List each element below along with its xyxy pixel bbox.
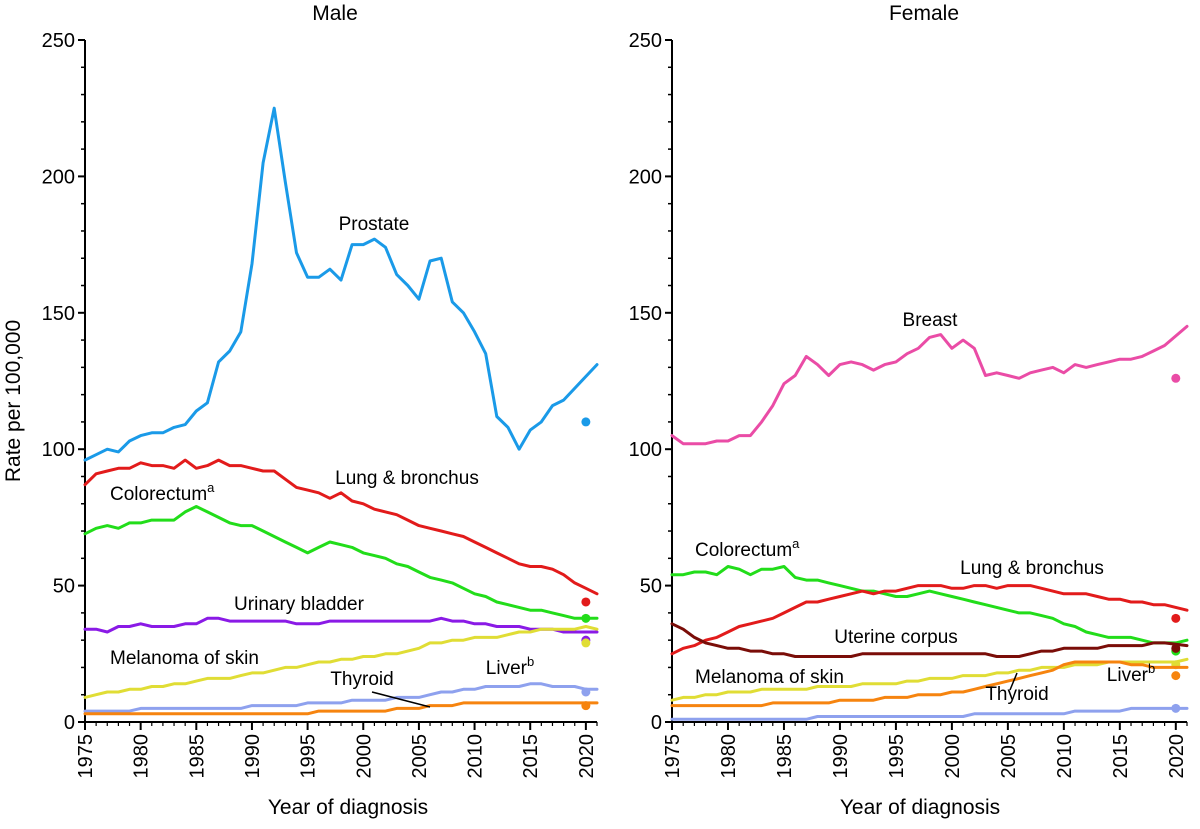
- y-tick-label: 250: [42, 30, 75, 52]
- leader-line-thyroid: [371, 691, 431, 708]
- x-tick-label: 1975: [662, 734, 684, 779]
- series-label-urinary-bladder: Urinary bladder: [234, 594, 365, 615]
- point-2020-thyroid: [581, 701, 591, 711]
- series-label-prostate: Prostate: [339, 214, 410, 235]
- chart-panel-male: Male 0 50 100 150 200 250 1975 1980 1985 1990 1995 2…: [2, 2, 599, 819]
- series-label-lung-bronchus: Lung & bronchus: [335, 468, 479, 489]
- series-line-liver: [83, 682, 599, 713]
- panel-title: Male: [312, 2, 358, 25]
- x-axis-label: Year of diagnosis: [268, 796, 428, 819]
- point-2020-melanoma-of-skin: [581, 638, 591, 648]
- series-label-thyroid: Thyroid: [330, 669, 393, 690]
- point-2020-thyroid: [1171, 671, 1181, 681]
- x-tick-label: 2015: [1110, 734, 1132, 779]
- panel-title: Female: [889, 2, 959, 25]
- point-2020-liver: [581, 687, 591, 697]
- x-tick-label: 2005: [409, 734, 431, 779]
- x-tick-label: 2000: [942, 734, 964, 779]
- x-tick-label: 1985: [186, 734, 208, 779]
- x-tick-label: 2000: [353, 734, 375, 779]
- series-label-liver: Liverb: [1107, 661, 1155, 686]
- y-axis-label: Rate per 100,000: [2, 320, 25, 482]
- series-line-melanoma-of-skin: [670, 657, 1189, 702]
- series-label-uterine-corpus: Uterine corpus: [834, 627, 958, 648]
- x-tick-label: 1975: [75, 734, 97, 779]
- x-tick-label: 1990: [830, 734, 852, 779]
- x-tick-label: 2015: [520, 734, 542, 779]
- series-line-urinary-bladder: [83, 616, 599, 634]
- x-tick-label: 1995: [298, 734, 320, 779]
- y-tick-label: 50: [53, 576, 75, 598]
- series-line-colorectum: [670, 565, 1189, 645]
- series-label-superscript: a: [792, 536, 800, 551]
- series-label-liver: Liverb: [486, 654, 534, 679]
- series-label-lung-bronchus: Lung & bronchus: [960, 558, 1104, 579]
- y-tick-label: 50: [640, 576, 662, 598]
- x-tick-label: 1990: [242, 734, 264, 779]
- series-label-breast: Breast: [903, 310, 959, 331]
- x-axis-label: Year of diagnosis: [840, 796, 1000, 819]
- y-tick-label: 150: [629, 303, 662, 325]
- y-tick-label: 150: [42, 303, 75, 325]
- y-tick-label: 200: [629, 166, 662, 188]
- x-tick-label: 2010: [465, 734, 487, 779]
- series-label-superscript: a: [207, 480, 215, 495]
- point-2020-colorectum: [581, 613, 591, 623]
- series-line-colorectum: [83, 505, 599, 620]
- series-line-lung-bronchus: [83, 458, 599, 596]
- y-tick-label: 200: [42, 166, 75, 188]
- point-2020-lung-bronchus: [1171, 613, 1181, 623]
- x-tick-label: 2020: [1166, 734, 1188, 779]
- point-2020-liver: [1171, 703, 1181, 713]
- x-tick-label: 2020: [576, 734, 598, 779]
- y-tick-label: 100: [42, 439, 75, 461]
- chart-panel-female: Female 0 50 100 150 200 250 1975 1980 1985 1990 199…: [629, 2, 1189, 819]
- leader-line-thyroid: [1009, 672, 1018, 691]
- x-tick-label: 1980: [718, 734, 740, 779]
- point-2020-breast: [1171, 373, 1181, 383]
- y-tick-label: 0: [651, 712, 662, 734]
- series-line-prostate: [83, 106, 599, 462]
- y-tick-label: 250: [629, 30, 662, 52]
- point-2020-prostate: [581, 417, 591, 427]
- x-tick-label: 2010: [1054, 734, 1076, 779]
- series-line-thyroid: [83, 701, 599, 716]
- series-label-superscript: b: [1148, 661, 1155, 676]
- point-2020-uterine-corpus: [1171, 643, 1181, 653]
- x-tick-label: 1985: [774, 734, 796, 779]
- series-label-superscript: b: [527, 654, 534, 669]
- point-2020-lung-bronchus: [581, 597, 591, 607]
- series-label-colorectum: Colorectuma: [695, 536, 800, 561]
- series-label-colorectum: Colorectuma: [110, 480, 215, 505]
- series-line-liver: [670, 706, 1189, 721]
- series-label-melanoma-of-skin: Melanoma of skin: [695, 667, 844, 688]
- series-label-thyroid: Thyroid: [985, 684, 1048, 705]
- series-line-lung-bronchus: [670, 584, 1189, 656]
- y-tick-label: 0: [64, 712, 75, 734]
- series-line-breast: [670, 324, 1189, 446]
- y-tick-label: 100: [629, 439, 662, 461]
- series-line-thyroid: [670, 660, 1189, 708]
- series-line-melanoma-of-skin: [83, 625, 599, 699]
- x-tick-label: 1980: [131, 734, 153, 779]
- series-label-melanoma-of-skin: Melanoma of skin: [110, 648, 259, 669]
- series-line-uterine-corpus: [670, 622, 1189, 658]
- x-tick-label: 2005: [998, 734, 1020, 779]
- x-tick-label: 1995: [886, 734, 908, 779]
